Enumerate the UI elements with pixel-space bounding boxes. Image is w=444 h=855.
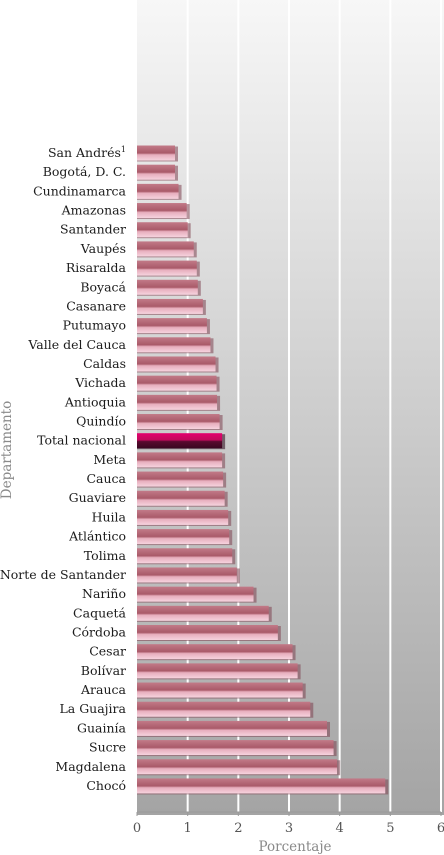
category-label: Amazonas (61, 203, 126, 218)
bar (137, 625, 278, 640)
bar (137, 740, 334, 756)
label-superscript: 1 (121, 145, 126, 154)
bar (137, 394, 218, 410)
bar (137, 414, 220, 430)
bar (137, 720, 327, 736)
category-label: Huila (92, 509, 127, 524)
bar (137, 164, 175, 180)
category-label: Caldas (83, 356, 126, 371)
category-label: Valle del Cauca (27, 337, 126, 352)
grid-lines (186, 0, 442, 812)
bar (137, 260, 197, 276)
category-label: Antioquia (64, 394, 127, 409)
x-tick-label: 1 (184, 821, 192, 836)
category-label: Nariño (82, 586, 126, 601)
bar (137, 356, 216, 372)
bar (137, 279, 198, 295)
category-label: Risaralda (66, 260, 127, 275)
bar (137, 222, 188, 238)
y-axis-title: Departamento (0, 401, 15, 499)
category-label: San Andrés1 (48, 145, 126, 160)
category-label: Boyacá (80, 279, 126, 294)
x-axis-title: Porcentaje (258, 839, 331, 855)
bar (137, 567, 237, 583)
category-label: La Guajira (59, 701, 126, 716)
x-tick-label: 5 (386, 821, 394, 836)
category-label: Magdalena (55, 759, 126, 774)
category-label: Atlántico (68, 529, 126, 544)
category-label: Córdoba (72, 625, 127, 640)
bar (137, 759, 338, 775)
category-label: Arauca (80, 682, 127, 697)
bars (137, 145, 389, 795)
category-label: Guaviare (69, 490, 126, 505)
bar (137, 644, 293, 660)
category-label: Caquetá (73, 605, 126, 620)
category-label: Cauca (86, 471, 126, 486)
category-label: Chocó (86, 778, 126, 793)
category-label: Casanare (66, 298, 126, 313)
category-label: Quindío (76, 414, 126, 429)
bar (137, 586, 254, 602)
bar (137, 183, 179, 199)
bar (137, 529, 230, 545)
category-label: Meta (93, 452, 126, 467)
x-tick-label: 3 (285, 821, 293, 836)
bar (137, 663, 298, 679)
bar (137, 318, 207, 334)
category-label: Total nacional (37, 433, 126, 448)
category-label: Bolívar (81, 663, 126, 678)
bar (137, 452, 223, 468)
x-axis-ticks: 0 1 2 3 4 5 6 (133, 811, 444, 836)
category-label: Tolima (84, 548, 127, 563)
category-label: Vaupés (80, 241, 126, 256)
bar (137, 682, 303, 698)
x-tick-label: 0 (133, 821, 141, 836)
bar (137, 203, 187, 219)
bar (137, 701, 311, 717)
category-label: Norte de Santander (0, 567, 126, 582)
x-tick-label: 4 (336, 821, 344, 836)
category-label: Cundinamarca (33, 183, 126, 198)
x-tick-label: 2 (234, 821, 242, 836)
category-label: Guainía (77, 720, 127, 735)
bar (137, 471, 224, 487)
category-label: Putumayo (63, 318, 126, 333)
bar-highlight (137, 433, 223, 449)
bar (137, 145, 175, 161)
bar (137, 605, 269, 621)
bar (137, 298, 203, 314)
bar (137, 241, 194, 257)
category-label: Santander (60, 222, 126, 237)
category-labels: San Andrés1 Bogotá, D. C. Cundinamarca Amaz… (0, 145, 127, 793)
x-tick-label: 6 (437, 821, 444, 836)
bar (137, 490, 225, 506)
bar (137, 509, 229, 525)
category-label: Vichada (74, 375, 126, 390)
bar (137, 337, 211, 353)
category-label: Bogotá, D. C. (43, 164, 126, 179)
bar (137, 548, 233, 564)
category-label: Cesar (89, 644, 126, 659)
category-label: Sucre (89, 740, 126, 755)
bar (137, 375, 217, 391)
bar (137, 778, 386, 794)
